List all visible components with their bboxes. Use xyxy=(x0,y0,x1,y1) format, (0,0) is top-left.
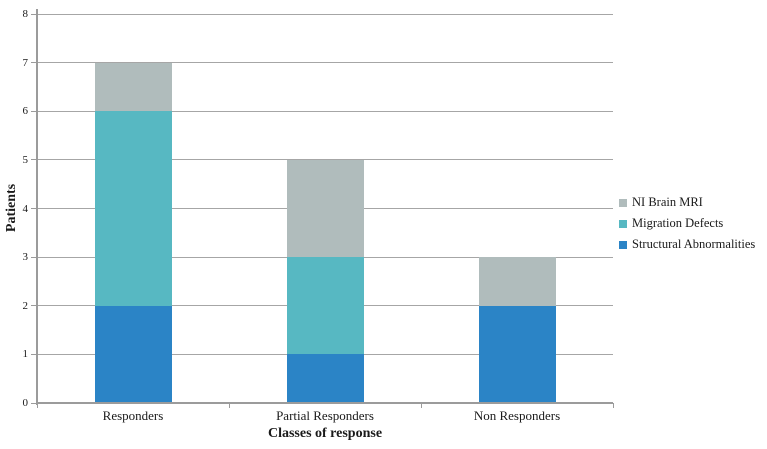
bar-segment-migration-defects xyxy=(95,111,172,306)
y-tick-mark xyxy=(31,305,37,307)
legend-swatch-icon xyxy=(619,240,627,249)
gridline xyxy=(37,13,613,15)
y-tick-label: 2 xyxy=(22,299,29,312)
y-tick-mark xyxy=(31,13,37,15)
x-tick-mark xyxy=(36,403,38,408)
legend-label: Migration Defects xyxy=(632,216,724,230)
bar-segment-structural-abnormalities xyxy=(479,305,556,403)
y-tick-label: 0 xyxy=(22,397,29,409)
x-tick-mark xyxy=(228,403,230,408)
legend-swatch-icon xyxy=(619,219,627,228)
legend: NI Brain MRI Migration Defects Structural … xyxy=(619,192,755,255)
y-tick-label: 6 xyxy=(22,105,29,118)
legend-label: Structural Abnormalities xyxy=(632,237,756,251)
y-axis-line xyxy=(36,9,38,405)
y-tick-mark xyxy=(31,402,37,404)
x-tick-mark xyxy=(420,403,422,408)
y-tick-label: 3 xyxy=(22,251,29,264)
legend-label: NI Brain MRI xyxy=(632,195,703,209)
y-tick-label: 1 xyxy=(22,348,29,361)
y-tick-mark xyxy=(31,256,37,258)
bar-segment-structural-abnormalities xyxy=(95,305,172,403)
legend-item-ni-brain-mri: NI Brain MRI xyxy=(619,192,755,213)
y-tick-label: 4 xyxy=(22,202,29,215)
x-tick-mark xyxy=(612,403,614,408)
y-tick-mark xyxy=(31,159,37,161)
bar-segment-migration-defects xyxy=(287,257,364,355)
bar-segment-ni-brain-mri xyxy=(95,62,172,112)
x-axis-title: Classes of response xyxy=(267,426,383,441)
y-tick-label: 8 xyxy=(22,8,29,20)
x-category-label: Responders xyxy=(102,408,164,423)
y-tick-mark xyxy=(31,62,37,64)
x-category-label: Non Responders xyxy=(473,408,561,423)
y-tick-label: 7 xyxy=(22,56,29,69)
bar-segment-ni-brain-mri xyxy=(479,257,556,306)
legend-item-structural-abnormalities: Structural Abnormalities xyxy=(619,234,755,255)
y-tick-mark xyxy=(31,353,37,355)
y-tick-mark xyxy=(31,110,37,112)
bar-segment-ni-brain-mri xyxy=(287,159,364,258)
y-axis-title: Patients xyxy=(4,183,19,233)
bar-segment-structural-abnormalities xyxy=(287,354,364,403)
x-category-label: Partial Responders xyxy=(276,408,374,423)
legend-item-migration-defects: Migration Defects xyxy=(619,213,755,234)
gridline xyxy=(37,110,613,112)
gridline xyxy=(37,62,613,64)
legend-swatch-icon xyxy=(619,198,627,207)
x-axis-line xyxy=(36,402,613,404)
y-tick-label: 5 xyxy=(22,153,29,166)
y-tick-mark xyxy=(31,208,37,209)
